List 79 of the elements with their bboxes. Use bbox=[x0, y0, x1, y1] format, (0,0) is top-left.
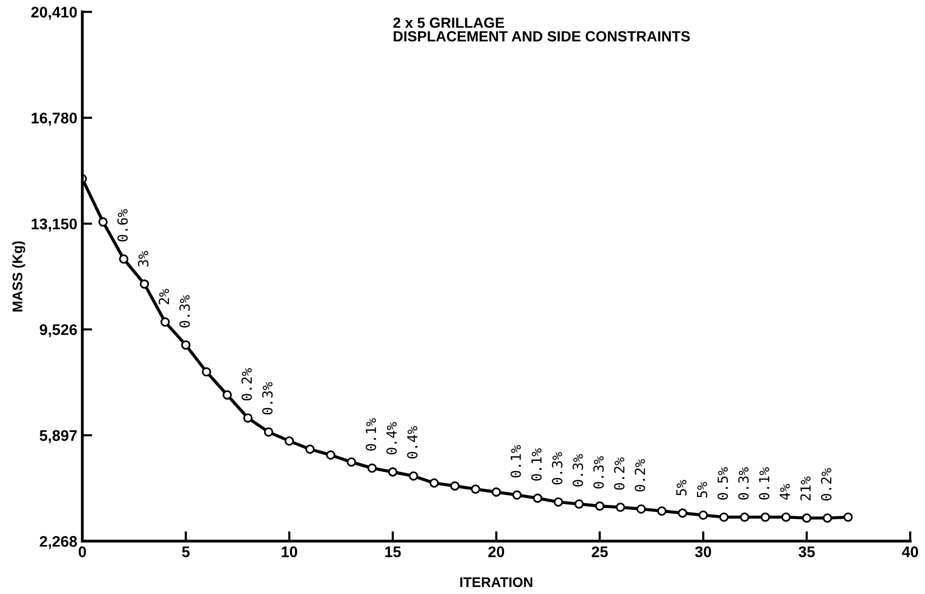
point bbox=[843, 512, 853, 522]
x-tick-label: 40 bbox=[902, 546, 918, 558]
point bbox=[367, 463, 377, 473]
annotation: 0.2% bbox=[614, 457, 625, 490]
point bbox=[430, 478, 439, 488]
x-tick-label: 0 bbox=[78, 546, 86, 558]
point bbox=[264, 427, 274, 437]
point bbox=[574, 499, 584, 509]
point bbox=[202, 367, 212, 377]
annotation: 0.4% bbox=[407, 426, 418, 458]
annotation: 0.4% bbox=[386, 422, 397, 454]
y-tick-label: 5,897 bbox=[40, 430, 77, 444]
x-tick-label: 5 bbox=[182, 546, 190, 558]
annotation: 0.3% bbox=[738, 467, 749, 500]
annotation: 5% bbox=[696, 482, 708, 498]
point bbox=[222, 390, 232, 400]
x-tick-label: 30 bbox=[695, 546, 712, 558]
y-tick-label: 16,780 bbox=[32, 112, 77, 126]
point bbox=[346, 457, 356, 467]
x-tick-label: 10 bbox=[282, 546, 298, 558]
point bbox=[119, 254, 128, 264]
annotation: 0.1% bbox=[366, 418, 376, 451]
x-tick-label: 25 bbox=[592, 546, 608, 558]
annotation: 0.2% bbox=[820, 468, 832, 500]
annotation: 21% bbox=[800, 476, 811, 500]
point bbox=[98, 217, 108, 227]
point bbox=[781, 512, 791, 522]
annotation: 0.3% bbox=[552, 452, 562, 484]
point bbox=[554, 497, 564, 507]
annotation: 0.2% bbox=[634, 459, 646, 492]
point bbox=[719, 512, 729, 522]
point bbox=[595, 501, 604, 511]
point bbox=[760, 512, 770, 522]
annotation: 0.1% bbox=[758, 467, 770, 500]
y-tick-label: 13,150 bbox=[32, 218, 77, 232]
point bbox=[657, 506, 666, 516]
annotation: 0.1% bbox=[510, 445, 522, 478]
annotation: 0.6% bbox=[117, 209, 128, 242]
annotation: 0.2% bbox=[241, 368, 252, 400]
point bbox=[740, 512, 750, 522]
point bbox=[408, 471, 418, 481]
point bbox=[636, 504, 646, 514]
point bbox=[243, 413, 253, 423]
point bbox=[492, 487, 501, 497]
annotation: 0.5% bbox=[717, 467, 728, 500]
x-tick-label: 35 bbox=[798, 546, 815, 558]
point bbox=[678, 508, 688, 518]
point bbox=[802, 513, 812, 523]
point bbox=[533, 494, 542, 503]
x-tick-label: 15 bbox=[385, 546, 401, 558]
point bbox=[450, 481, 460, 491]
point bbox=[140, 279, 150, 289]
x-tick-label: 20 bbox=[488, 546, 504, 558]
annotation: 0.3% bbox=[262, 382, 273, 414]
annotation: 0.3% bbox=[179, 295, 190, 328]
point bbox=[181, 340, 190, 350]
annotation: 0.3% bbox=[572, 454, 584, 486]
y-tick-label: 20,410 bbox=[31, 6, 77, 20]
annotation: 0.1% bbox=[531, 448, 542, 481]
point bbox=[305, 444, 315, 454]
annotation: 2% bbox=[158, 288, 169, 304]
annotation: 5% bbox=[676, 480, 687, 496]
y-tick-label: 9,526 bbox=[40, 324, 77, 338]
x-axis-title: ITERATION bbox=[460, 577, 532, 588]
point bbox=[616, 502, 626, 512]
point bbox=[326, 450, 336, 460]
annotation: 0.3% bbox=[593, 456, 604, 488]
annotation: 4% bbox=[780, 484, 790, 500]
point bbox=[698, 510, 708, 520]
y-tick-label: 2,268 bbox=[40, 536, 77, 550]
y-axis-title: MASS (Kg) bbox=[12, 241, 26, 312]
point bbox=[512, 490, 522, 500]
point bbox=[284, 436, 294, 446]
point bbox=[160, 317, 170, 327]
text: 2 x 5 GRILLAGE DISPLACEMENT AND SIDE CONSTRAINTS bbox=[393, 18, 690, 42]
point bbox=[822, 513, 832, 523]
point bbox=[470, 484, 480, 494]
point bbox=[388, 467, 398, 477]
annotation: 3% bbox=[138, 250, 148, 266]
